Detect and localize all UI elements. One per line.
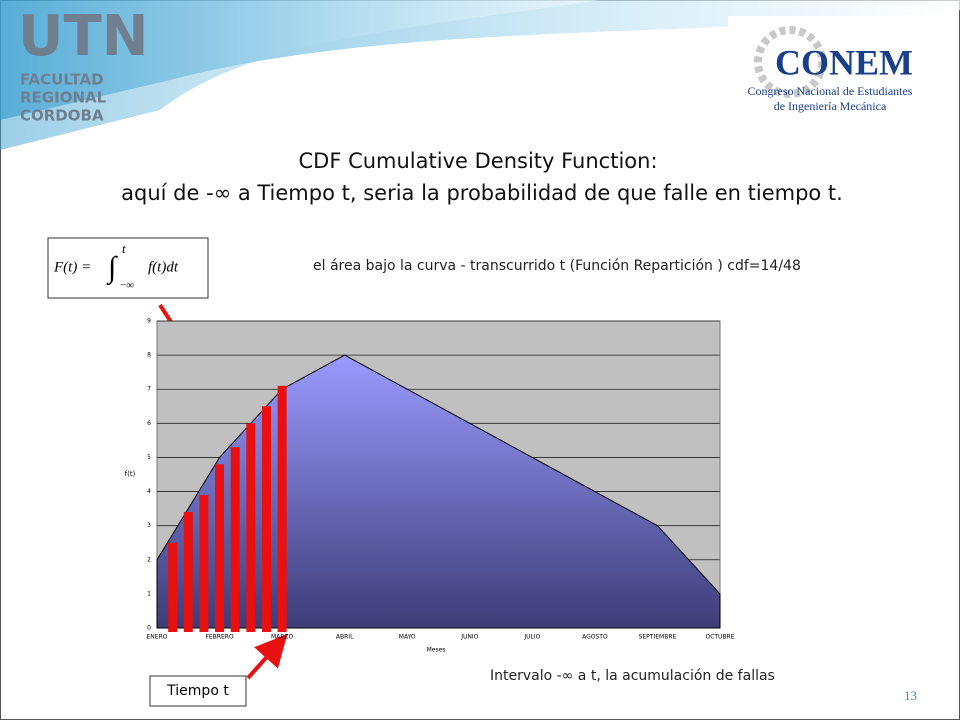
red-bar [199, 494, 209, 632]
conem-line: Congreso Nacional de Estudiantes [748, 84, 913, 98]
y-tick-label: 6 [147, 420, 151, 427]
x-tick-label: SEPTIEMBRE [639, 634, 677, 641]
formula-lower: −∞ [120, 280, 134, 292]
title: aquí de -∞ a Tiempo t, seria la probabil… [121, 181, 843, 205]
red-bar [168, 542, 178, 632]
x-tick-label: ENERO [147, 634, 168, 641]
x-tick-label: ABRIL [336, 634, 354, 641]
formula-lhs: F(t) = [53, 259, 91, 275]
y-tick-label: 1 [147, 590, 151, 597]
red-bar [261, 406, 271, 632]
arrow [246, 634, 288, 680]
chart: 0 1 2 3 4 5 6 7 8 9 ENERO FEBRERO MARZO ABRIL MAYO JUNI… [125, 318, 735, 654]
time-label: Tiempo t [166, 683, 229, 699]
conem-box [728, 16, 944, 120]
swoosh [0, 0, 600, 150]
utn-line: FACULTAD [20, 71, 104, 89]
red-bar [246, 423, 256, 632]
y-tick-label: 2 [147, 556, 151, 563]
formula-integrand: f(t)dt [148, 259, 179, 275]
y-axis-label: f(t) [125, 470, 136, 478]
time-box [149, 675, 247, 707]
annotation: el área bajo la curva - transcurrido t (… [313, 258, 801, 274]
y-tick-label: 9 [147, 318, 151, 325]
utn-line: REGIONAL [20, 89, 107, 107]
red-bar [230, 447, 240, 632]
x-axis-label: Meses [427, 647, 446, 654]
y-tick-label: 0 [147, 625, 151, 632]
formula-box [47, 237, 209, 299]
title: CDF Cumulative Density Function: [298, 149, 657, 173]
x-tick-label: FEBRERO [205, 634, 233, 641]
x-tick-label: MARZO [271, 634, 294, 641]
formula-upper: t [122, 241, 126, 256]
x-tick-label: JUNIO [460, 634, 478, 641]
area [156, 354, 721, 629]
x-tick-label: JULIO [523, 634, 540, 641]
x-tick-label: OCTUBRE [705, 634, 734, 641]
y-tick-label: 7 [147, 386, 151, 393]
conem-logo: CONEM [775, 42, 913, 82]
utn-logo: UTN [18, 4, 149, 69]
utn-line: CORDOBA [20, 107, 104, 125]
y-tick-label: 4 [147, 488, 151, 495]
y-tick-label: 8 [147, 352, 151, 359]
red-bar [277, 385, 287, 632]
interval-note: Intervalo -∞ a t, la acumulación de fall… [490, 668, 775, 684]
gear-icon [754, 26, 826, 98]
conem-line: de Ingeniería Mecánica [774, 99, 887, 113]
page-number: 13 [904, 688, 917, 703]
red-bar [215, 464, 225, 632]
x-tick-label: MAYO [399, 634, 416, 641]
y-tick-label: 5 [147, 454, 151, 461]
red-bar [183, 512, 193, 632]
formula-integral: ∫ [106, 251, 118, 286]
x-tick-label: AGOSTO [582, 634, 608, 641]
y-tick-label: 3 [147, 522, 151, 529]
